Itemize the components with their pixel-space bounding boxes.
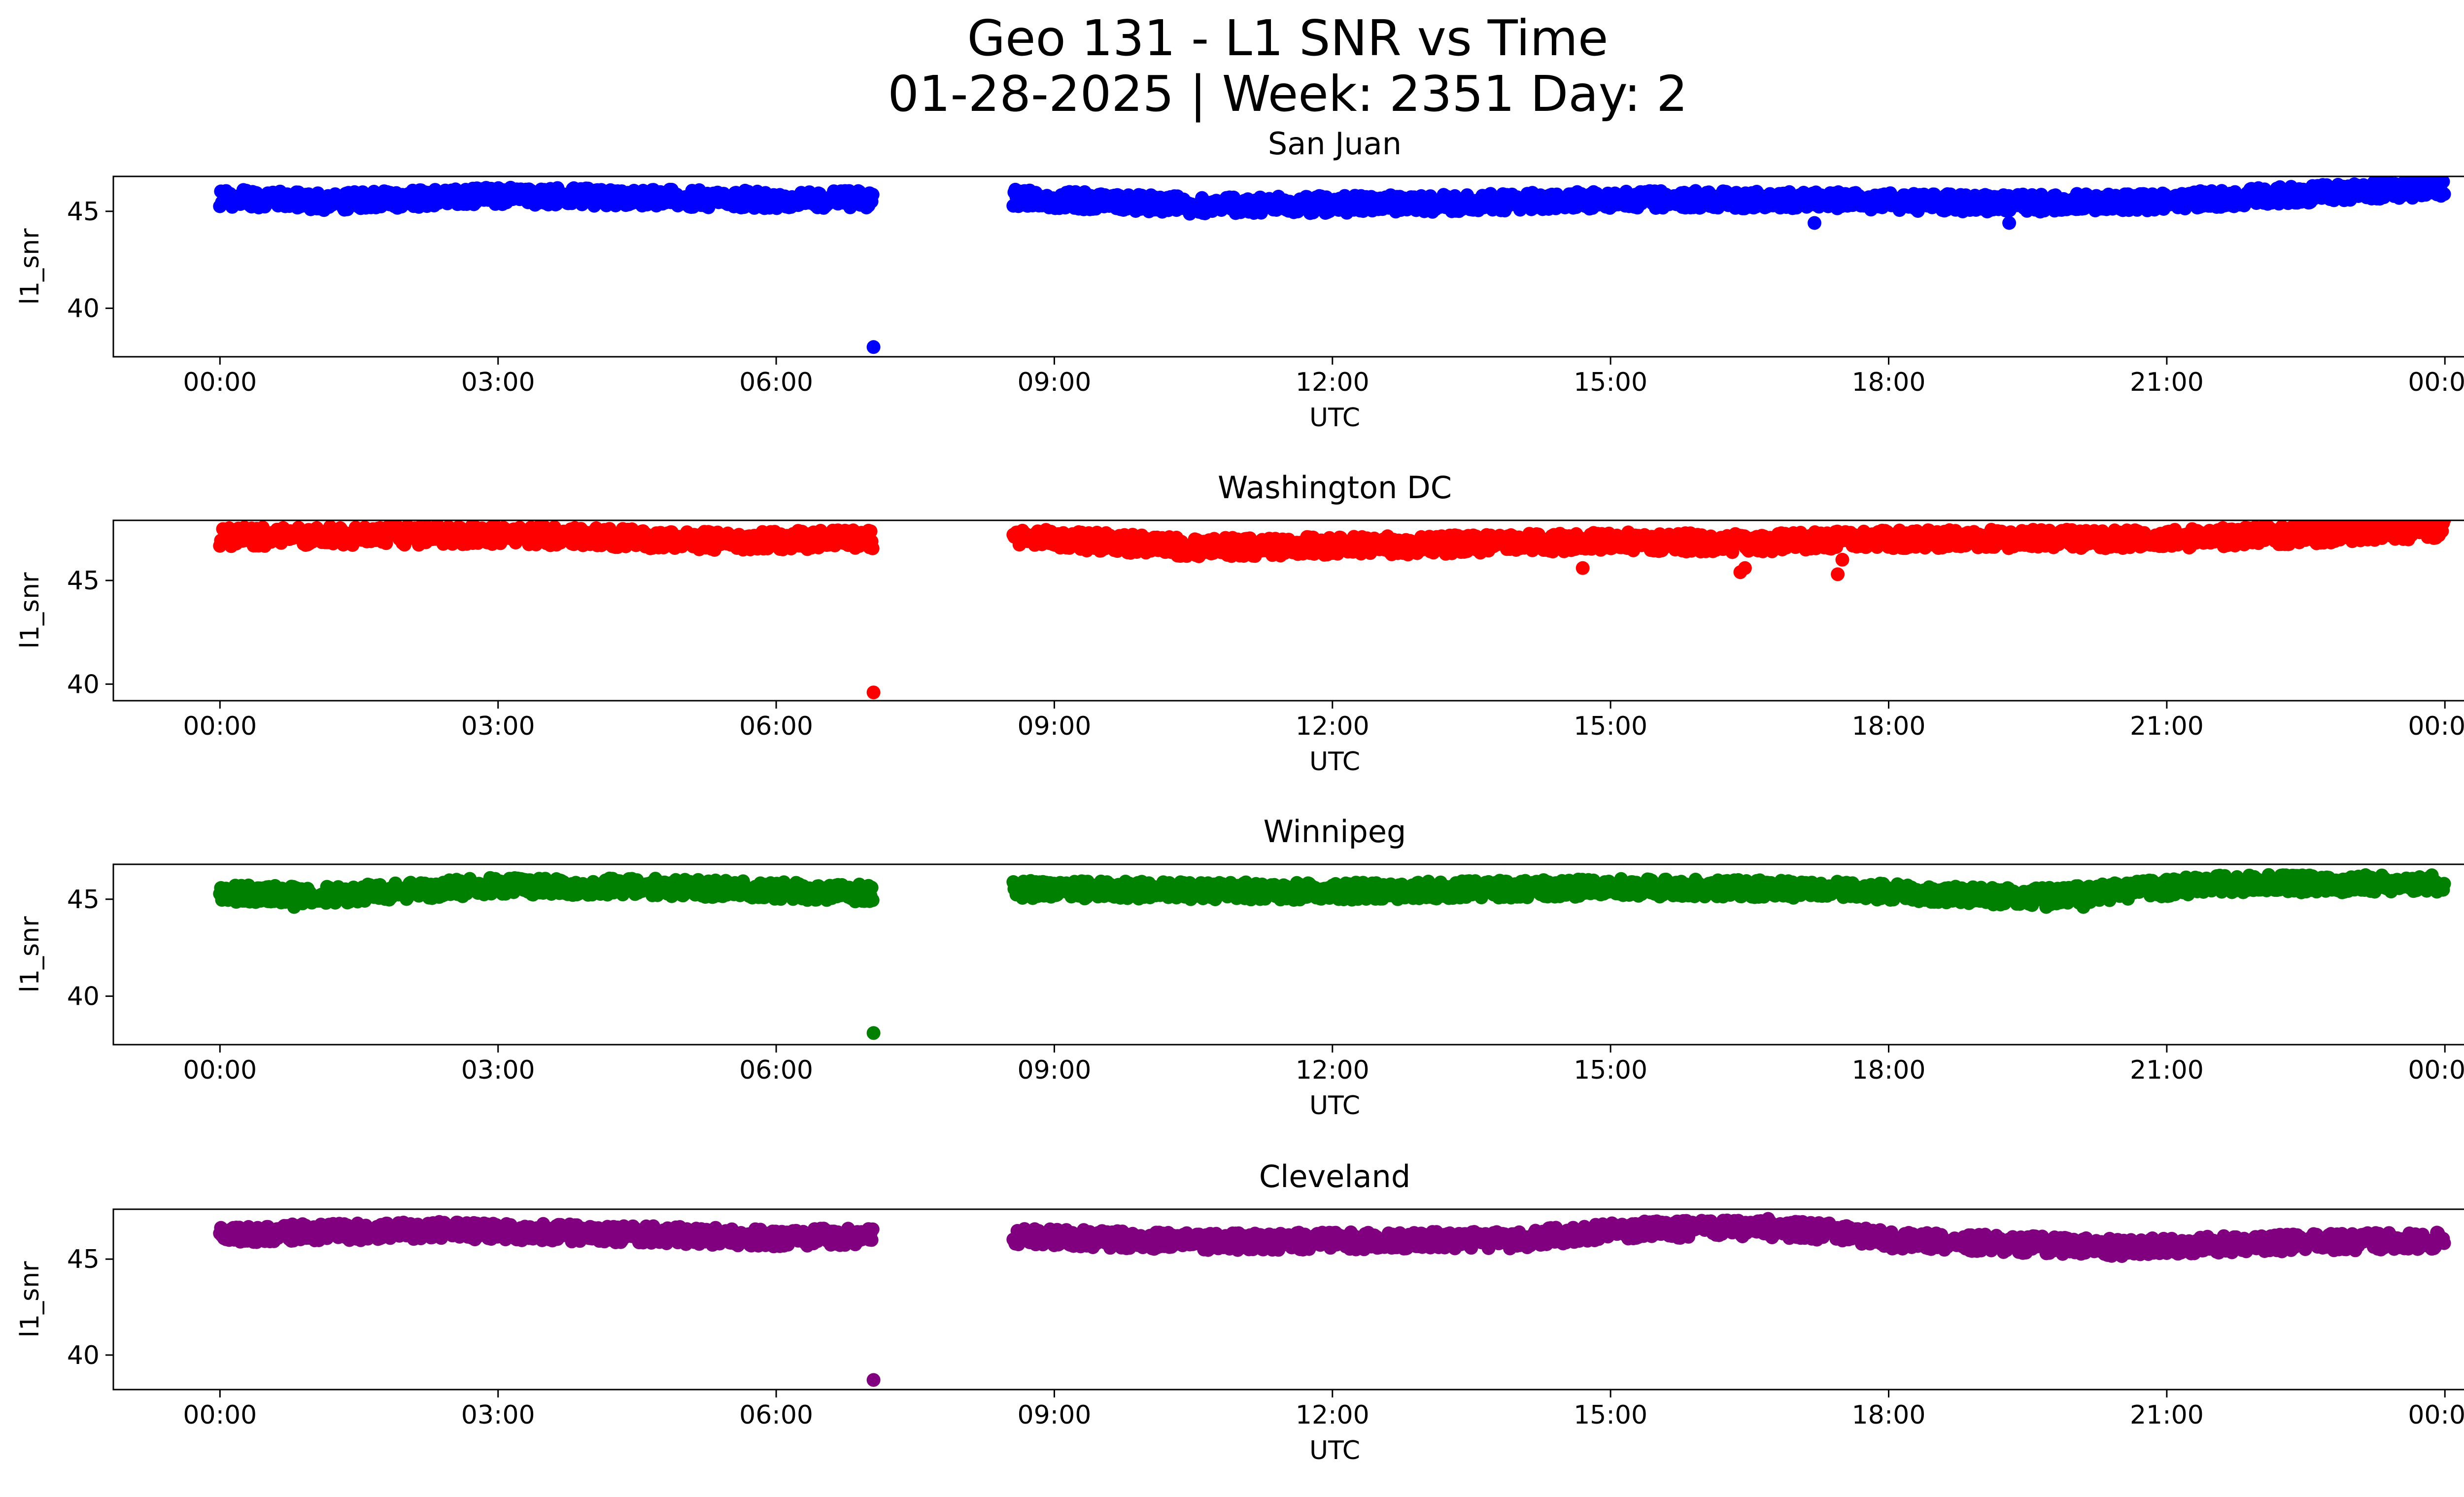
x-tick-label: 00:00: [183, 712, 257, 741]
outlier-point: [2002, 216, 2016, 230]
x-tick-label: 09:00: [1018, 368, 1092, 397]
x-tick-label: 12:00: [1296, 712, 1369, 741]
outlier-point: [1738, 561, 1752, 575]
x-tick-label: 06:00: [739, 712, 813, 741]
outlier-point: [1808, 216, 1821, 230]
panel-title: Washington DC: [1218, 470, 1452, 506]
x-tick-label: 09:00: [1018, 712, 1092, 741]
x-axis-label: UTC: [1309, 747, 1360, 777]
y-tick-label: 40: [67, 294, 100, 324]
panel-san-juan: San Juan 00:00 03:00 06:00 09:00 12:00 15:00 18…: [15, 126, 2464, 433]
data-point: [2437, 187, 2451, 201]
x-tick-label: 06:00: [739, 368, 813, 397]
outlier-point: [1576, 561, 1590, 575]
x-tick-label: 15:00: [1574, 368, 1647, 397]
x-tick-label: 03:00: [461, 368, 535, 397]
panel-title: Winnipeg: [1264, 814, 1406, 850]
data-point: [866, 893, 880, 907]
chart-title: Geo 131 - L1 SNR vs Time: [967, 9, 1608, 67]
x-tick-label: 00:00: [183, 368, 257, 397]
x-tick-label: 00:00: [2408, 712, 2464, 741]
y-tick-label: 40: [67, 670, 100, 699]
outlier-point: [1836, 553, 1849, 567]
data-point: [865, 881, 879, 894]
outlier-point: [867, 340, 881, 354]
y-axis-label: l1_snr: [15, 228, 45, 305]
panel-title: San Juan: [1268, 126, 1402, 162]
outlier-point: [1831, 567, 1845, 581]
y-tick-label: 45: [67, 566, 100, 596]
data-series: [213, 868, 2451, 1040]
outlier-point: [867, 685, 881, 699]
x-tick-label: 21:00: [2130, 712, 2204, 741]
x-axis-label: UTC: [1309, 403, 1360, 433]
x-tick-label: 03:00: [461, 712, 535, 741]
y-tick-label: 45: [67, 197, 100, 227]
panel-washington-dc: Washington DC 00:00 03:00 06:00 09:00 12:00 15…: [15, 470, 2464, 777]
data-point: [866, 542, 880, 555]
x-tick-label: 15:00: [1574, 712, 1647, 741]
x-tick-label: 21:00: [2130, 368, 2204, 397]
x-tick-label: 00:00: [2408, 368, 2464, 397]
y-axis-label: l1_snr: [15, 572, 45, 649]
data-point: [866, 188, 880, 202]
panels: San Juan 00:00 03:00 06:00 09:00 12:00 15:00 18…: [15, 126, 2464, 1465]
x-tick-label: 12:00: [1296, 368, 1369, 397]
x-tick-label: 18:00: [1852, 368, 1926, 397]
data-series: [213, 513, 2451, 699]
x-tick-label: 18:00: [1852, 712, 1926, 741]
data-series: [213, 173, 2451, 354]
chart-subtitle: 01-28-2025 | Week: 2351 Day: 2: [888, 65, 1687, 123]
